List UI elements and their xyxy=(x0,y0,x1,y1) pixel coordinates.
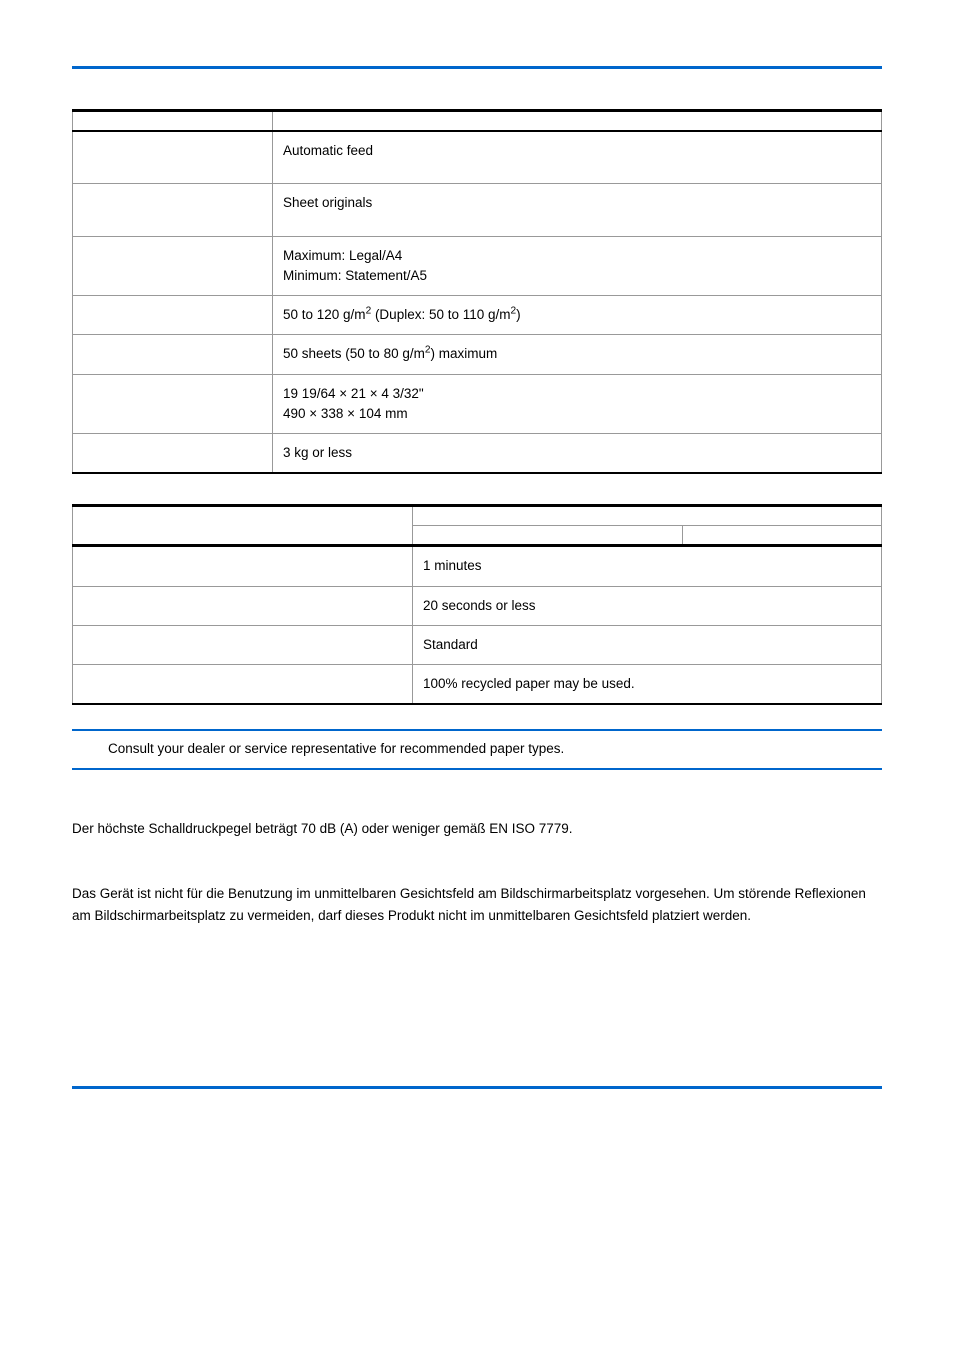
row-value: Maximum: Legal/A4 Minimum: Statement/A5 xyxy=(273,236,882,296)
row-label xyxy=(73,184,273,236)
row-label xyxy=(73,131,273,184)
row-value: 19 19/64 × 21 × 4 3/32" 490 × 338 × 104 … xyxy=(273,374,882,434)
row-label xyxy=(73,434,273,474)
row-value: Sheet originals xyxy=(273,184,882,236)
table-row: Automatic feed xyxy=(73,131,882,184)
row-value: Automatic feed xyxy=(273,131,882,184)
common-hdr-top xyxy=(73,506,882,526)
common-hdr-item xyxy=(73,506,413,546)
table-row: Standard xyxy=(73,625,882,664)
row-value: 20 seconds or less xyxy=(413,586,882,625)
common-hdr-sub2 xyxy=(683,526,882,546)
row-label xyxy=(73,665,413,705)
table-row: 20 seconds or less xyxy=(73,586,882,625)
row-value: 50 sheets (50 to 80 g/m2) maximum xyxy=(273,335,882,374)
row-label xyxy=(73,296,273,335)
common-hdr-sub1 xyxy=(413,526,683,546)
table-row: 50 to 120 g/m2 (Duplex: 50 to 110 g/m2) xyxy=(73,296,882,335)
row-label xyxy=(73,236,273,296)
dp-spec-table: Automatic feed Sheet originals Maximum: … xyxy=(72,109,882,474)
row-label xyxy=(73,625,413,664)
row-value: 100% recycled paper may be used. xyxy=(413,665,882,705)
table-row: 50 sheets (50 to 80 g/m2) maximum xyxy=(73,335,882,374)
common-spec-table: 1 minutes 20 seconds or less Standard 10… xyxy=(72,504,882,705)
table-row: 100% recycled paper may be used. xyxy=(73,665,882,705)
footer-rule xyxy=(72,1086,882,1089)
row-label xyxy=(73,586,413,625)
note-rule-bottom xyxy=(72,768,882,770)
table-row: Maximum: Legal/A4 Minimum: Statement/A5 xyxy=(73,236,882,296)
dp-hdr-desc xyxy=(273,111,882,132)
row-value: 50 to 120 g/m2 (Duplex: 50 to 110 g/m2) xyxy=(273,296,882,335)
common-hdr-desc xyxy=(413,506,882,526)
table-row: 1 minutes xyxy=(73,546,882,586)
row-label xyxy=(73,335,273,374)
paragraph-de-2: Das Gerät ist nicht für die Benutzung im… xyxy=(72,883,882,926)
row-value: 1 minutes xyxy=(413,546,882,586)
paragraph-de-1: Der höchste Schalldruckpegel beträgt 70 … xyxy=(72,818,882,840)
row-value: Standard xyxy=(413,625,882,664)
row-label xyxy=(73,546,413,586)
row-value: 3 kg or less xyxy=(273,434,882,474)
dp-hdr-item xyxy=(73,111,273,132)
header-rule xyxy=(72,66,882,69)
row-label xyxy=(73,374,273,434)
note-block: Consult your dealer or service represent… xyxy=(72,729,882,769)
page-container: Automatic feed Sheet originals Maximum: … xyxy=(0,0,954,1135)
note-text: Consult your dealer or service represent… xyxy=(72,731,882,767)
table-row: Sheet originals xyxy=(73,184,882,236)
table-row: 19 19/64 × 21 × 4 3/32" 490 × 338 × 104 … xyxy=(73,374,882,434)
table-row: 3 kg or less xyxy=(73,434,882,474)
